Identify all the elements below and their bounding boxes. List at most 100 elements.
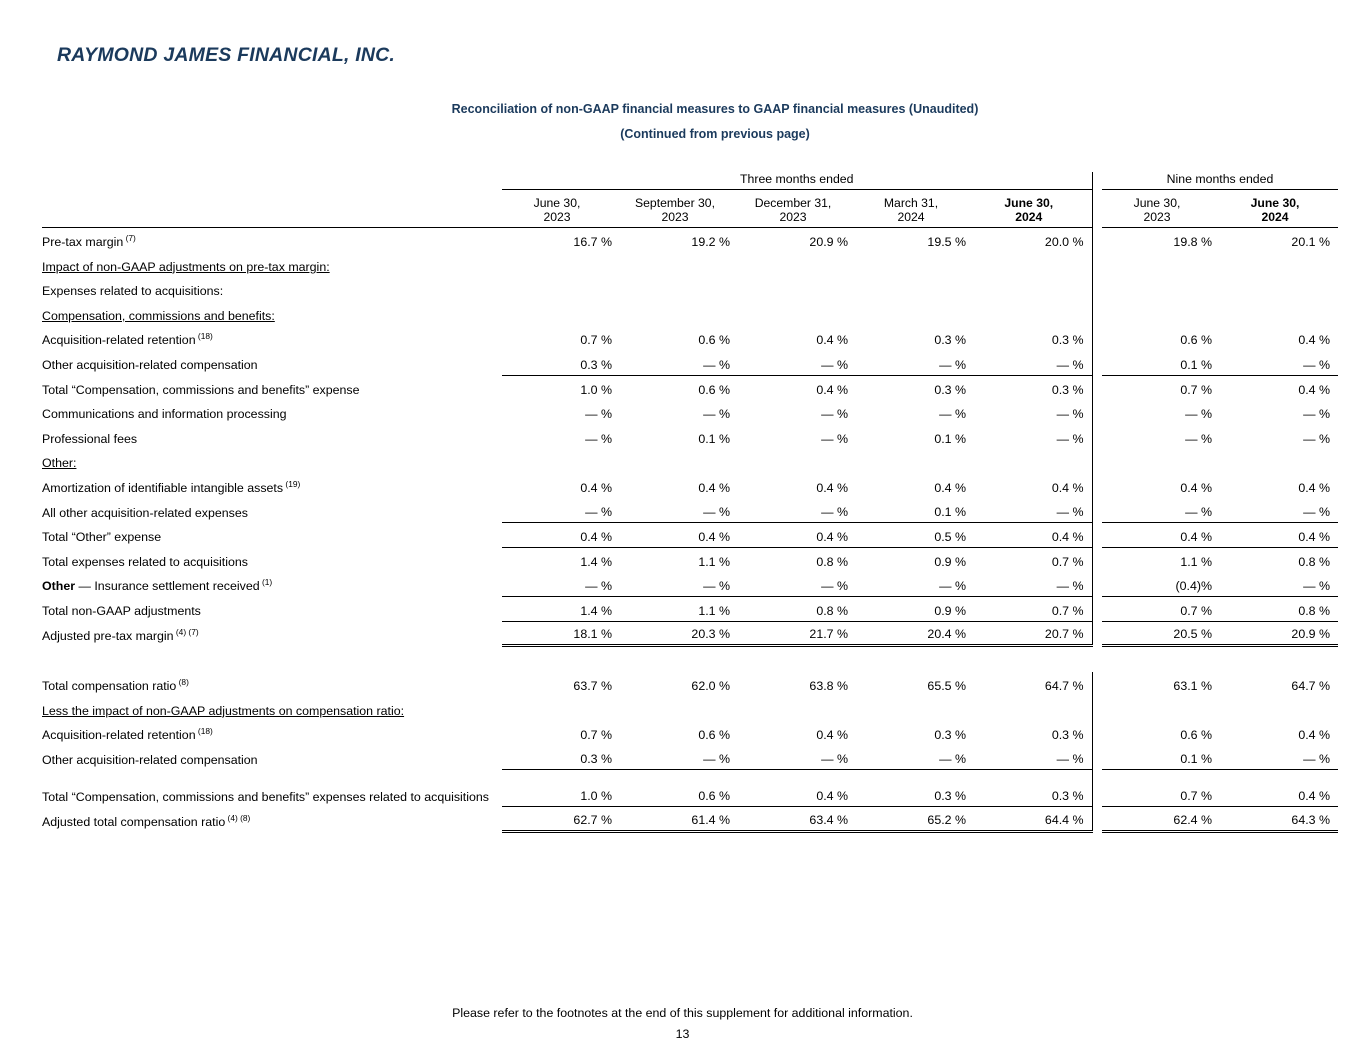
cell-value	[738, 277, 856, 302]
column-divider-cell	[1091, 745, 1102, 770]
table-row: Total expenses related to acquisitions 1.…	[42, 546, 1338, 572]
row-label-text: Impact of non-GAAP adjustments on pre-ta…	[42, 259, 330, 274]
cell-value	[620, 696, 738, 721]
column-divider-cell	[1091, 276, 1102, 302]
page-number: 13	[675, 1027, 690, 1041]
column-divider-cell	[1091, 547, 1102, 572]
cell-value	[502, 277, 620, 302]
cell-value: — %	[1056, 431, 1084, 446]
cell-value: 0.6 %	[1180, 728, 1212, 743]
row-label-text: Total expenses related to acquisitions	[42, 554, 248, 569]
table-row: Amortization of identifiable intangible …	[42, 473, 1338, 499]
cell-value: — %	[821, 431, 848, 446]
cell-value	[856, 301, 974, 326]
cell-value: (0.4)%	[1175, 578, 1213, 593]
column-divider-dates	[1091, 189, 1102, 228]
cell-value: 20.5 %	[1102, 620, 1220, 648]
cell-value	[502, 301, 620, 326]
cell-value: 0.3 %	[856, 769, 974, 807]
column-divider	[1091, 172, 1102, 190]
col-header-2-line1: December 31,	[754, 196, 832, 210]
table-row: Total “Compensation, commissions and ben…	[42, 374, 1338, 400]
row-label: Acquisition-related retention (18)	[42, 326, 502, 351]
column-divider-cell	[1091, 522, 1102, 548]
cell-value	[1220, 301, 1338, 326]
col-header-1-line1: September 30,	[635, 196, 715, 210]
row-label-text: Compensation, commissions and benefits:	[42, 308, 275, 323]
column-divider-cell	[1091, 448, 1102, 474]
date-header-row: June 30, 2023 September 30, 2023 Decembe…	[42, 189, 1338, 228]
column-divider-cell	[1091, 596, 1102, 621]
cell-value	[1102, 277, 1220, 302]
cell-value	[738, 301, 856, 326]
column-divider-cell	[1091, 375, 1102, 400]
col-header-6: June 30, 2024	[1220, 189, 1338, 228]
cell-value: 0.4 %	[816, 481, 848, 496]
col-header-2: December 31, 2023	[738, 189, 856, 228]
cell-value: 0.4 %	[1298, 481, 1330, 496]
column-divider-cell	[1091, 473, 1102, 499]
cell-value: — %	[585, 578, 612, 593]
cell-value: — %	[585, 431, 612, 446]
row-label-text: Total “Compensation, commissions and ben…	[42, 789, 489, 804]
row-label-text: Acquisition-related retention	[42, 333, 196, 348]
cell-value: 0.8 %	[1220, 595, 1338, 621]
column-divider-cell	[1091, 350, 1102, 376]
column-divider-cell	[1091, 424, 1102, 449]
column-divider-cell	[1091, 671, 1102, 697]
cell-value	[856, 696, 974, 721]
cell-value: 0.3 %	[1051, 333, 1084, 348]
row-label-text: Total “Compensation, commissions and ben…	[42, 382, 360, 397]
col-header-2-line2: 2023	[779, 210, 807, 224]
col-header-1-line2: 2023	[661, 210, 689, 224]
spacer-cell	[42, 646, 1338, 672]
cell-value: 0.1 %	[934, 505, 966, 520]
col-header-4-line1: June 30,	[1004, 196, 1054, 210]
cell-value: 0.4 %	[1220, 374, 1338, 400]
cell-value: 0.4 %	[1298, 333, 1330, 348]
row-label: Impact of non-GAAP adjustments on pre-ta…	[42, 252, 502, 277]
table-row: Less the impact of non-GAAP adjustments …	[42, 696, 1338, 721]
cell-value	[856, 449, 974, 474]
cell-value	[1102, 449, 1220, 474]
cell-value	[620, 449, 738, 474]
cell-value: 64.4 %	[974, 806, 1092, 834]
cell-value: — %	[1056, 357, 1084, 372]
page-title: Reconciliation of non-GAAP financial mea…	[451, 102, 979, 116]
row-label-text: Professional fees	[42, 431, 138, 446]
cell-value: 21.7 %	[738, 620, 856, 648]
cell-value: — %	[703, 505, 730, 520]
row-label: Other acquisition-related compensation	[42, 745, 502, 770]
table-row: All other acquisition-related expenses — …	[42, 498, 1338, 523]
cell-value: 20.9 %	[1220, 620, 1338, 648]
column-divider-cell	[1091, 696, 1102, 721]
row-label-text: Adjusted total compensation ratio	[42, 814, 226, 829]
cell-value: 0.1 %	[1180, 752, 1212, 767]
cell-value: 0.7 %	[580, 333, 612, 348]
row-label: Communications and information processin…	[42, 400, 502, 425]
cell-value	[1220, 449, 1338, 474]
cell-value: — %	[1303, 505, 1330, 520]
row-label: Adjusted total compensation ratio (4) (8…	[42, 807, 502, 832]
column-divider-cell	[1091, 252, 1102, 277]
footnote-marker: (18)	[195, 726, 213, 737]
row-label: Expenses related to acquisitions:	[42, 277, 502, 302]
cell-value: — %	[1185, 431, 1212, 446]
row-label: Compensation, commissions and benefits:	[42, 301, 502, 326]
cell-value: — %	[939, 407, 966, 422]
cell-value: — %	[821, 578, 848, 593]
label-column-header	[42, 189, 502, 228]
cell-value: — %	[1185, 505, 1212, 520]
reconciliation-table-container: Three months ended Nine months ended Jun…	[42, 172, 1338, 834]
table-row: Professional fees — % 0.1 % — % 0.1 % — % — % —…	[42, 424, 1338, 449]
reconciliation-table: Three months ended Nine months ended Jun…	[42, 172, 1338, 834]
cell-value: 0.3 %	[934, 728, 966, 743]
col-header-0-line2: 2023	[543, 210, 571, 224]
cell-value: — %	[703, 752, 730, 767]
cell-value: 0.1 %	[1180, 357, 1212, 372]
cell-value: 0.7 %	[580, 728, 612, 743]
cell-value: 0.3 %	[974, 769, 1092, 807]
cell-value: 0.4 %	[816, 333, 848, 348]
cell-value: — %	[1056, 407, 1084, 422]
row-label-text: Acquisition-related retention	[42, 728, 196, 743]
